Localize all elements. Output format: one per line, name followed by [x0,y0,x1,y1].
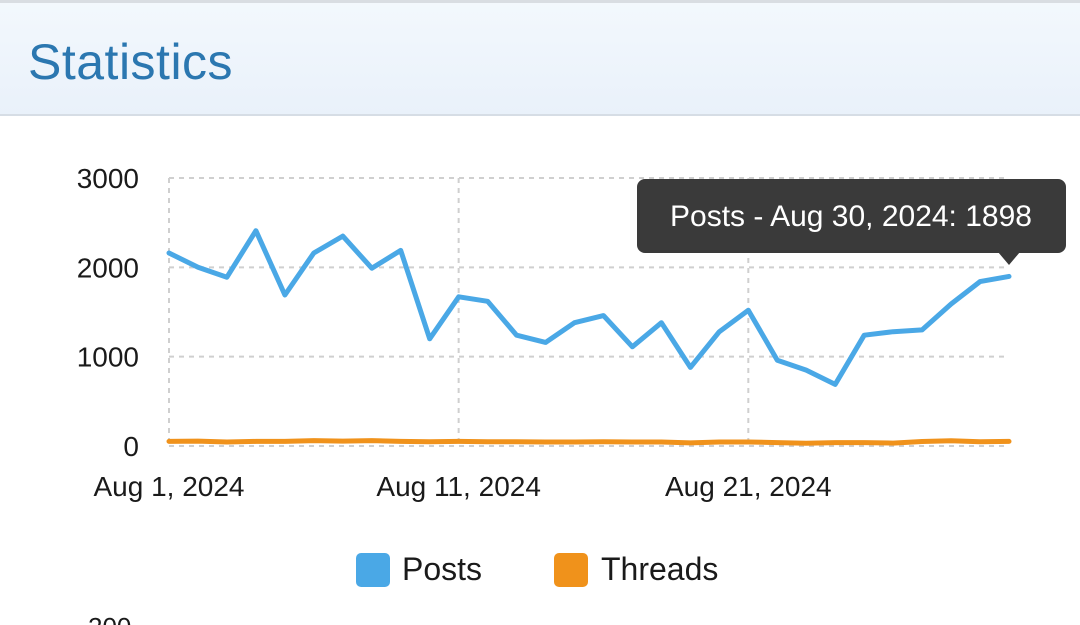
chart-series [166,228,1012,446]
tooltip-label: Posts - Aug 30, 2024: 1898 [670,200,1032,233]
x-tick-label-0: Aug 1, 2024 [93,471,244,502]
y-axis-ticks: 0 1000 2000 3000 [77,163,139,462]
y-tick-label-2000: 2000 [77,252,139,283]
legend-label-threads: Threads [601,551,718,587]
y-tick-label-0: 0 [123,431,139,462]
x-tick-label-10: Aug 11, 2024 [376,471,541,502]
tooltip-box [637,179,1066,253]
legend-swatch-threads [554,553,588,587]
x-tick-label-20: Aug 21, 2024 [665,471,832,502]
legend-label-posts: Posts [402,551,482,587]
legend-item-threads[interactable]: Threads [554,551,718,587]
statistics-header: Statistics [0,3,1080,116]
tooltip-caret-icon [998,252,1020,265]
next-chart-y-tick: 200 [88,612,131,625]
y-tick-label-1000: 1000 [77,342,139,373]
chart-legend: Posts Threads [356,551,718,587]
top-border [0,0,1080,3]
chart-tooltip: Posts - Aug 30, 2024: 1898 [637,179,1066,265]
legend-item-posts[interactable]: Posts [356,551,482,587]
page-title: Statistics [28,34,234,90]
x-axis-ticks: Aug 1, 2024 Aug 11, 2024 Aug 21, 2024 [93,471,831,502]
legend-swatch-posts [356,553,390,587]
series-line-posts[interactable] [166,228,1012,387]
series-line-threads[interactable] [166,438,1012,446]
y-tick-label-3000: 3000 [77,163,139,194]
